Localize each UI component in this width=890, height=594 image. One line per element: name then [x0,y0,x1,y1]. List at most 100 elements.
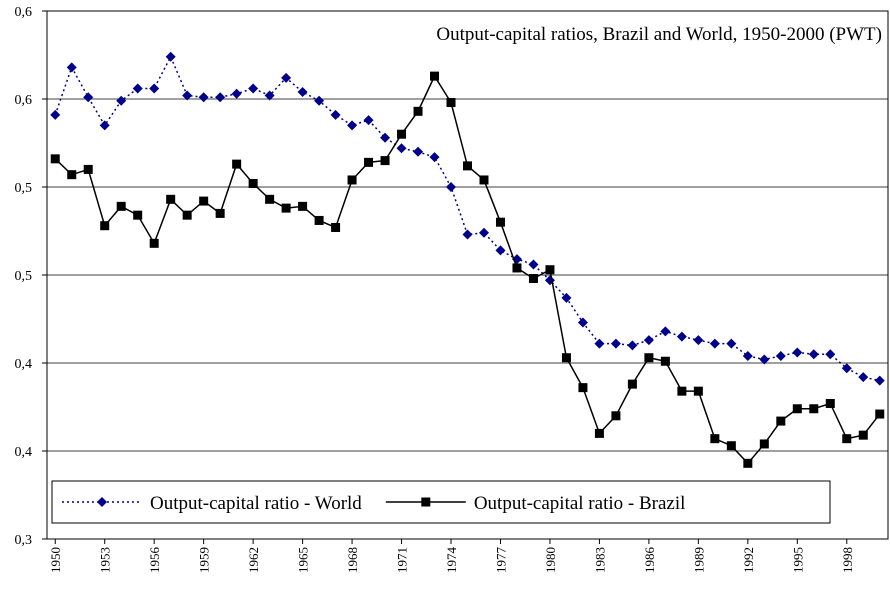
x-tick-label: 1965 [296,547,311,573]
y-tick-label: 0,3 [15,533,33,548]
y-tick-label: 0,5 [15,181,33,196]
x-tick-label: 1953 [98,547,113,573]
marker [512,263,522,273]
x-tick-label: 1959 [197,547,212,573]
marker [199,196,209,206]
marker [825,398,835,408]
marker [759,439,769,449]
marker [99,120,110,131]
marker [660,326,671,337]
marker [446,182,457,192]
marker [841,363,852,374]
marker [743,458,753,468]
marker [842,434,852,444]
marker [594,338,605,349]
marker [264,90,275,101]
marker [149,238,159,248]
marker [858,372,869,383]
legend: Output-capital ratio - World Output-capit… [51,480,831,524]
marker [331,222,341,232]
y-tick-label: 0,6 [15,93,33,108]
x-tick-label: 1968 [345,547,360,573]
marker [858,430,868,440]
marker [495,245,506,256]
marker [50,154,60,164]
marker [610,338,621,349]
marker [97,497,107,507]
x-tick-label: 1998 [840,547,855,573]
marker [297,86,308,97]
y-tick-label: 0,4 [15,357,33,372]
legend-label: Output-capital ratio - World [150,493,362,514]
marker [347,175,357,185]
marker [561,353,571,363]
marker [446,98,456,108]
marker [248,83,259,94]
chart-title: Output-capital ratios, Brazil and World,… [436,24,882,45]
marker [792,347,803,358]
marker [116,95,127,106]
marker [83,164,93,174]
marker [198,92,209,103]
marker [413,146,424,157]
marker [611,411,621,421]
marker [809,404,819,414]
marker [83,92,94,103]
marker [561,292,572,303]
marker [627,379,637,389]
marker [792,404,802,414]
marker [149,83,160,94]
marker [380,132,391,143]
marker [776,416,786,426]
marker [676,331,687,342]
x-tick-label: 1950 [48,547,63,573]
x-tick-label: 1992 [741,547,756,573]
marker [248,178,258,188]
marker [874,375,885,386]
marker [594,428,604,438]
x-tick-label: 1980 [543,547,558,573]
x-tick-label: 1956 [147,547,162,574]
marker [347,120,358,131]
marker [232,159,242,169]
x-tick-label: 1962 [246,547,261,573]
marker [528,274,538,284]
marker [133,210,143,220]
marker [215,208,225,218]
marker [495,217,505,227]
marker [116,201,126,211]
marker [479,175,489,185]
marker [644,353,654,363]
marker [429,152,440,163]
marker [875,409,885,419]
marker [363,115,374,126]
marker [380,156,390,166]
marker [50,109,61,120]
marker [166,194,176,204]
marker [462,229,473,240]
marker [693,386,703,396]
marker [742,350,753,361]
x-tick-label: 1983 [592,547,607,573]
x-tick-label: 1986 [642,547,657,574]
marker [413,106,423,116]
marker [430,71,440,81]
marker [421,497,431,507]
x-tick-label: 1974 [444,547,459,574]
x-tick-label: 1989 [691,547,706,573]
y-tick-label: 0,6 [15,5,33,20]
marker [314,95,325,106]
marker [463,161,472,171]
legend-label: Output-capital ratio - Brazil [474,493,686,514]
x-tick-label: 1977 [493,547,508,574]
marker [660,356,670,366]
marker [281,72,292,83]
marker [808,349,819,360]
y-tick-label: 0,5 [15,269,33,284]
marker [231,88,242,99]
marker [182,210,192,220]
marker [281,203,291,213]
marker [825,349,836,360]
